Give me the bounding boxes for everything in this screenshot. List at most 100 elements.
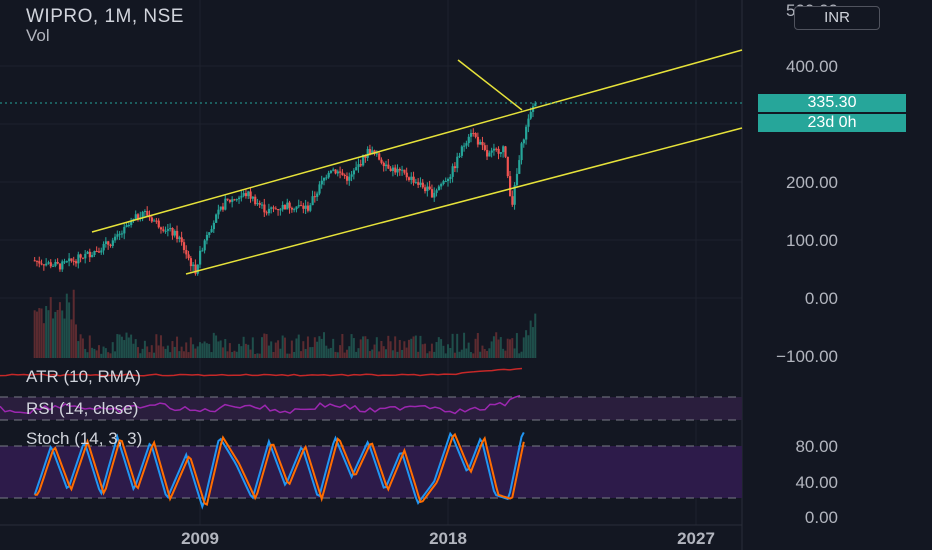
volume-bar	[290, 340, 293, 358]
breakout-arrow-line[interactable]	[457, 59, 523, 111]
volume-bar	[380, 340, 383, 358]
volume-bar	[127, 337, 130, 358]
candle-body	[382, 162, 385, 167]
y-tick-label: 200.00	[786, 173, 838, 192]
candle-body	[336, 171, 339, 174]
volume-bar	[49, 297, 52, 358]
volume-bar	[173, 346, 176, 358]
candle-body	[410, 176, 413, 180]
volume-bar	[421, 344, 424, 358]
candle-body	[456, 156, 459, 169]
candle-body	[272, 207, 275, 209]
volume-bar	[371, 349, 374, 358]
candle-body	[42, 264, 46, 266]
candle-body	[116, 234, 119, 237]
volume-bar	[254, 353, 257, 358]
candle-body	[63, 261, 66, 263]
volume-bar	[417, 351, 420, 358]
rsi-label[interactable]: RSI (14, close)	[26, 399, 139, 418]
y-tick-label: 0.00	[805, 289, 838, 308]
volume-bar	[309, 347, 312, 358]
stoch-tick-label: 0.00	[805, 508, 838, 527]
candle-body	[403, 169, 406, 173]
candle-body	[88, 251, 91, 258]
candle-body	[219, 206, 222, 210]
volume-bar	[196, 346, 199, 358]
volume-bar	[355, 351, 358, 358]
volume-bar	[316, 341, 319, 358]
volume-bar	[176, 336, 179, 358]
volume-bar	[240, 346, 243, 358]
atr-label[interactable]: ATR (10, RMA)	[26, 367, 141, 386]
candle-body	[350, 174, 353, 177]
volume-bar	[120, 336, 123, 358]
volume-bar	[293, 351, 296, 358]
volume-bar	[134, 339, 137, 358]
candle-body	[323, 177, 326, 181]
volume-bar	[474, 338, 477, 358]
candle-body	[33, 260, 36, 262]
candle-body	[511, 196, 514, 205]
candle-body	[258, 203, 261, 205]
candle-body	[440, 183, 443, 187]
channel-lower-line[interactable]	[185, 127, 743, 275]
candle-body	[162, 229, 165, 231]
volume-bar	[495, 332, 498, 358]
volume-bar	[359, 339, 362, 358]
volume-bar	[244, 343, 247, 358]
candle-body	[47, 262, 50, 264]
candle-body	[447, 179, 450, 182]
candle-body	[359, 164, 362, 166]
candle-body	[295, 206, 298, 210]
channel-upper-line[interactable]	[91, 49, 743, 233]
volume-bar	[332, 338, 335, 358]
candle-body	[391, 167, 395, 172]
stoch-label[interactable]: Stoch (14, 3, 3)	[26, 429, 143, 448]
candle-body	[173, 230, 176, 236]
volume-bar	[72, 289, 75, 358]
candle-body	[465, 143, 468, 146]
candle-body	[157, 220, 160, 228]
candle-body	[407, 177, 411, 180]
volume-bar	[329, 347, 332, 358]
atr-line	[0, 367, 523, 377]
volume-bar	[433, 351, 436, 358]
volume-bar	[311, 347, 314, 358]
candle-body	[283, 204, 287, 210]
volume-bar	[139, 353, 142, 358]
volume-bar	[295, 338, 298, 358]
countdown-badge: 23d 0h	[758, 114, 906, 132]
candle-body	[492, 148, 496, 151]
volume-bar	[157, 345, 160, 358]
candle-body	[70, 258, 73, 261]
candle-body	[334, 169, 337, 174]
volume-bar	[65, 293, 68, 358]
currency-button[interactable]: INR	[794, 6, 880, 30]
candle-body	[430, 189, 434, 198]
volume-bar	[373, 344, 376, 358]
volume-bar	[366, 339, 369, 358]
candle-body	[192, 264, 195, 267]
volume-bar	[228, 343, 231, 358]
volume-bar	[215, 335, 218, 358]
candle-body	[414, 182, 418, 184]
volume-bar	[509, 339, 511, 358]
candle-body	[509, 176, 512, 197]
volume-bar	[258, 353, 261, 358]
candle-body	[58, 263, 62, 270]
volume-bar	[405, 347, 408, 358]
volume-bar	[54, 311, 57, 358]
volume-bar	[33, 310, 36, 358]
candle-body	[189, 258, 193, 267]
volume-bar	[205, 343, 208, 358]
candle-body	[164, 230, 167, 232]
candle-body	[449, 176, 452, 180]
volume-bar	[394, 336, 397, 358]
volume-bar	[453, 352, 456, 358]
candle-body	[281, 204, 284, 210]
volume-bar	[132, 343, 135, 358]
candle-body	[534, 103, 537, 107]
candle-body	[329, 170, 333, 173]
volume-bar	[42, 323, 45, 358]
volume-bar	[162, 346, 165, 358]
